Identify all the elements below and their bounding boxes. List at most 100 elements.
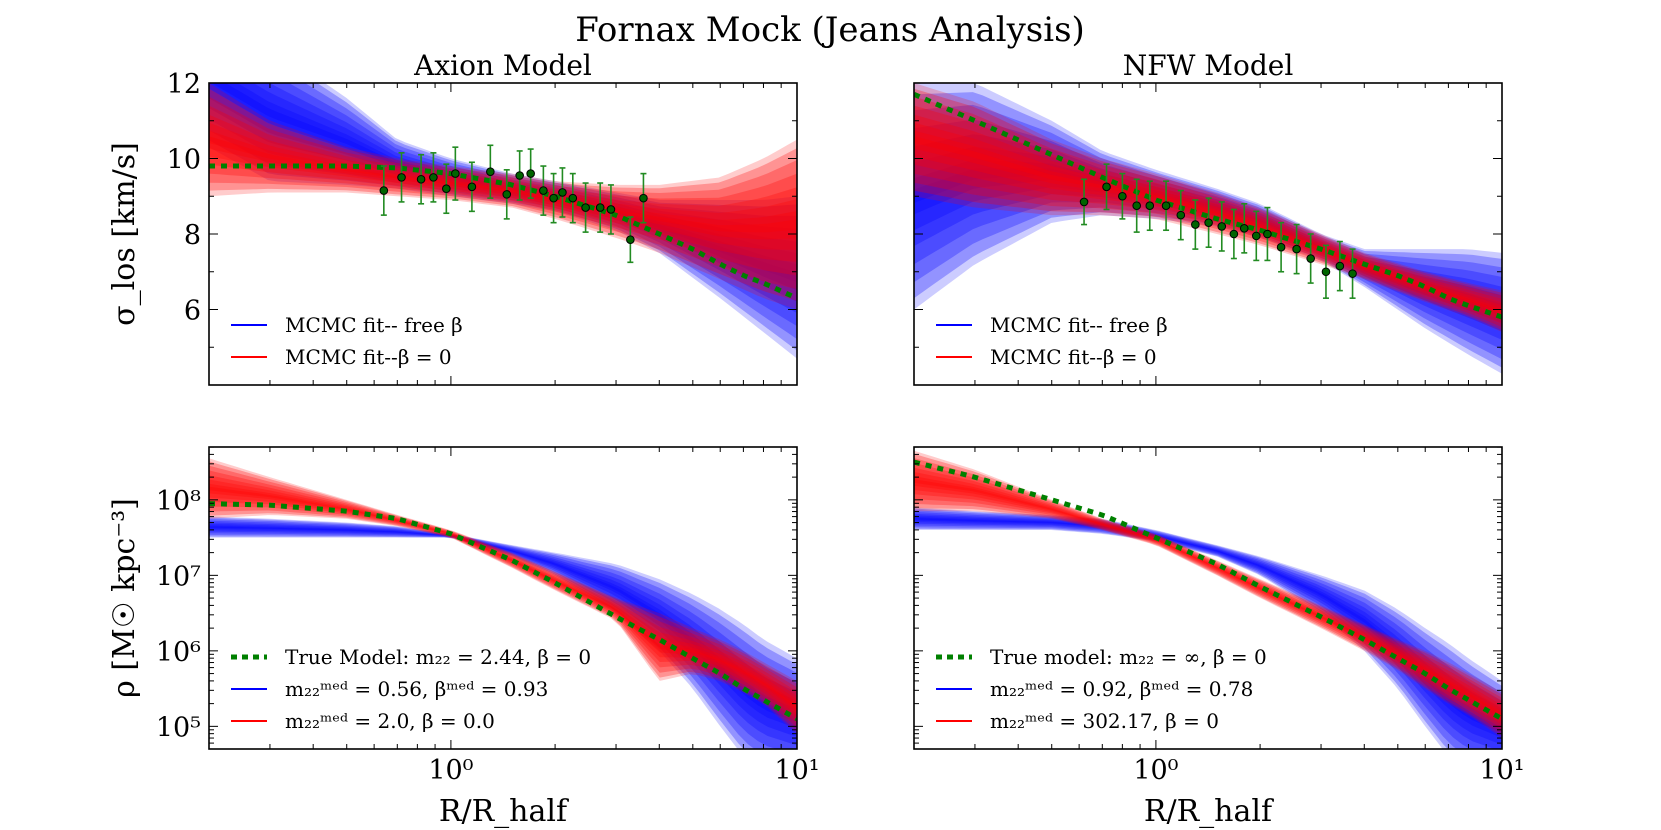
band-free-beta-layer-6 <box>209 525 797 729</box>
band-free-beta-layer-2 <box>209 519 797 749</box>
band-beta-zero-layer-4 <box>209 114 797 262</box>
data-point <box>1118 191 1127 201</box>
band-free-beta-layer-4 <box>914 513 1502 749</box>
data-point <box>1102 182 1111 192</box>
data-point <box>416 174 426 184</box>
y-tick-label: 6 <box>184 296 201 327</box>
data-point <box>1191 220 1200 229</box>
band-free-beta-layer-5 <box>914 515 1502 745</box>
band-free-beta-layer-3 <box>914 511 1502 749</box>
band-free-beta-layer-5 <box>914 147 1502 332</box>
data-point <box>595 203 605 212</box>
y-tick-label: 10⁵ <box>156 712 201 743</box>
band-beta-zero-layer-2 <box>914 458 1502 733</box>
band-beta-zero-layer-0 <box>209 458 797 734</box>
legend-label: MCMC fit--β = 0 <box>990 345 1157 369</box>
data-point <box>1292 244 1301 254</box>
band-free-beta-layer-0 <box>209 83 797 359</box>
data-point <box>1079 197 1089 207</box>
band-free-beta-layer-4 <box>914 134 1502 340</box>
band-free-beta-layer-3 <box>914 119 1502 350</box>
panel-title: Axion Model <box>413 49 592 82</box>
legend-label: m₂₂ᵐᵉᵈ = 0.56, βᵐᵉᵈ = 0.93 <box>285 677 548 701</box>
x-axis-label: R/R_half <box>439 794 569 829</box>
plot-area <box>914 450 1502 749</box>
band-free-beta-layer-4 <box>209 83 797 314</box>
data-point <box>442 184 451 193</box>
panel-nfw-dispersion: NFW Model MCMC fit-- free β MCMC fit--β = … <box>913 49 1503 386</box>
band-free-beta-layer-0 <box>914 83 1502 374</box>
band-free-beta-layer-2 <box>209 83 797 340</box>
plot-area <box>209 83 797 359</box>
legend-label: m₂₂ᵐᵉᵈ = 302.17, β = 0 <box>990 709 1219 733</box>
legend-item: m₂₂ᵐᵉᵈ = 2.0, β = 0.0 <box>231 709 495 733</box>
x-tick-label: 10¹ <box>774 755 819 786</box>
band-beta-zero-layer-1 <box>914 453 1502 736</box>
y-tick-label: 12 <box>167 69 201 100</box>
legend-item: True Model: m₂₂ = 2.44, β = 0 <box>231 645 591 669</box>
band-beta-zero-layer-3 <box>209 470 797 724</box>
data-point <box>539 186 548 195</box>
legend-label: MCMC fit-- free β <box>285 313 463 337</box>
band-free-beta-layer-1 <box>209 517 797 749</box>
legend-item: m₂₂ᵐᵉᵈ = 0.92, βᵐᵉᵈ = 0.78 <box>936 677 1253 701</box>
panel-title: NFW Model <box>1123 49 1294 82</box>
plot-area <box>914 83 1502 374</box>
band-free-beta-layer-2 <box>914 104 1502 360</box>
y-tick-label: 8 <box>184 220 201 251</box>
data-point <box>581 203 590 212</box>
band-beta-zero-layer-0 <box>914 450 1502 738</box>
band-beta-zero-layer-4 <box>209 475 797 720</box>
band-free-beta-layer-1 <box>914 508 1502 749</box>
data-point <box>526 169 535 178</box>
legend-label: m₂₂ᵐᵉᵈ = 2.0, β = 0.0 <box>285 709 495 733</box>
data-point <box>1204 218 1213 227</box>
legend-item: MCMC fit-- free β <box>231 313 463 337</box>
data-point <box>626 235 635 244</box>
data-point <box>451 169 460 178</box>
legend-item: MCMC fit--β = 0 <box>936 345 1157 369</box>
panel-axion-dispersion: 6 8 10 12 Axion Model σ_los [km/s] MCMC fit-- … <box>107 49 798 386</box>
data-point <box>1229 229 1239 239</box>
band-beta-zero-layer-3 <box>914 462 1502 729</box>
data-point <box>558 188 567 197</box>
data-point <box>502 190 512 199</box>
data-point <box>639 193 648 203</box>
data-point <box>379 186 389 195</box>
y-axis-label: σ_los [km/s] <box>107 142 142 326</box>
x-tick-label: 10⁰ <box>1133 755 1178 786</box>
x-tick-label: 10⁰ <box>428 755 473 786</box>
band-beta-zero-layer-1 <box>209 461 797 732</box>
data-point <box>1176 210 1186 220</box>
data-point <box>1217 222 1227 231</box>
data-point <box>1348 269 1357 278</box>
figure-title: Fornax Mock (Jeans Analysis) <box>575 10 1085 50</box>
band-beta-zero-layer-2 <box>209 465 797 728</box>
band-free-beta-layer-6 <box>209 83 797 291</box>
band-free-beta-layer-1 <box>209 83 797 351</box>
band-beta-zero-layer-6 <box>914 130 1502 315</box>
legend-label: True model: m₂₂ = ∞, β = 0 <box>990 645 1267 669</box>
legend-label: MCMC fit--β = 0 <box>285 345 452 369</box>
band-beta-zero-layer-4 <box>914 467 1502 725</box>
legend-item: m₂₂ᵐᵉᵈ = 302.17, β = 0 <box>936 709 1219 733</box>
legend-label: True Model: m₂₂ = 2.44, β = 0 <box>285 645 591 669</box>
true-model-line <box>209 501 797 721</box>
band-beta-zero-layer-3 <box>209 105 797 276</box>
band-free-beta-layer-5 <box>209 523 797 737</box>
band-beta-zero-layer-5 <box>209 122 797 250</box>
true-model-line <box>209 163 797 301</box>
data-point <box>1263 229 1272 239</box>
y-tick-label: 10 <box>167 145 201 176</box>
band-free-beta-layer-0 <box>914 507 1502 749</box>
data-point <box>1335 261 1345 271</box>
band-beta-zero-layer-7 <box>914 136 1502 313</box>
data-point <box>467 182 477 192</box>
data-point <box>1161 201 1171 210</box>
data-point <box>397 173 406 182</box>
band-free-beta-layer-4 <box>209 522 797 746</box>
data-point <box>515 171 524 180</box>
data-point <box>1306 254 1315 263</box>
band-free-beta-layer-6 <box>914 159 1502 323</box>
